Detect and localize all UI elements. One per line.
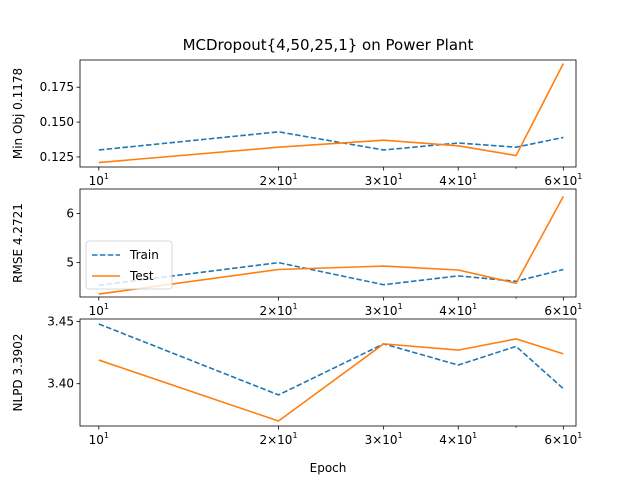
x-tick-label: 6×101: [544, 431, 582, 447]
x-tick-label: 2×101: [259, 431, 297, 447]
series-line-train: [98, 261, 564, 287]
x-tick-label: 101: [89, 172, 109, 188]
subplots: 101 2×101 3×101 4×101 6×101 0.125 0.150 0.175 Mi…: [11, 59, 582, 447]
x-tick-label-exponent: 1: [104, 302, 109, 311]
x-tick-label: 4×101: [439, 431, 477, 447]
y-tick-label: 6: [66, 207, 74, 221]
y-tick-label: 0.150: [40, 115, 74, 129]
chart-title: MCDropout{4,50,25,1} on Power Plant: [183, 36, 474, 54]
x-tick-label-exponent: 1: [292, 172, 297, 181]
x-tick-label-exponent: 1: [577, 172, 582, 181]
series-line-test: [98, 195, 565, 295]
x-tick-label-exponent: 1: [104, 172, 109, 181]
y-tick-label: 5: [66, 256, 74, 270]
series-line-test: [98, 338, 564, 422]
x-tick-label-exponent: 1: [398, 172, 403, 181]
y-tick-label: 3.45: [47, 314, 74, 328]
y-tick-label: 0.175: [40, 80, 74, 94]
x-tick-label: 4×101: [439, 172, 477, 188]
x-tick-label: 3×101: [365, 172, 403, 188]
series-line-train: [98, 131, 564, 151]
y-axis-label: NLPD 3.3902: [11, 334, 25, 412]
legend: Train Test: [85, 240, 173, 290]
x-tick-label-exponent: 1: [398, 431, 403, 440]
y-tick-label: 0.125: [40, 150, 74, 164]
x-tick-label: 2×101: [259, 172, 297, 188]
subplot-3: 101 2×101 3×101 4×101 6×101 3.40 3.45 NLPD 3.39…: [11, 314, 582, 447]
series-line-train: [98, 323, 564, 396]
legend-box: [85, 240, 173, 290]
y-axis-label: RMSE 4.2721: [11, 203, 25, 283]
x-tick-label: 2×101: [259, 302, 297, 318]
x-tick-label: 3×101: [365, 431, 403, 447]
x-tick-label-exponent: 1: [472, 172, 477, 181]
x-tick-label: 6×101: [544, 172, 582, 188]
legend-label-test: Test: [129, 269, 154, 283]
subplot-2: 101 2×101 3×101 4×101 6×101 5 6 RMSE 4.2721 Trai…: [11, 188, 582, 318]
x-tick-label-exponent: 1: [472, 431, 477, 440]
x-tick-label-exponent: 1: [104, 431, 109, 440]
x-tick-label: 3×101: [365, 302, 403, 318]
x-tick-label: 4×101: [439, 302, 477, 318]
x-tick-label-exponent: 1: [577, 431, 582, 440]
y-tick-label: 3.40: [47, 377, 74, 391]
y-axis-label: Min Obj 0.1178: [11, 68, 25, 159]
x-tick-label-exponent: 1: [292, 302, 297, 311]
axes-frame: [79, 59, 577, 168]
axes-frame: [79, 318, 577, 427]
x-tick-label: 6×101: [544, 302, 582, 318]
axes-frame: [79, 188, 577, 298]
subplot-1: 101 2×101 3×101 4×101 6×101 0.125 0.150 0.175 Mi…: [11, 59, 582, 188]
x-tick-label-exponent: 1: [577, 302, 582, 311]
legend-label-train: Train: [129, 248, 159, 262]
x-tick-label: 101: [89, 302, 109, 318]
series-line-test: [98, 63, 565, 164]
x-tick-label-exponent: 1: [472, 302, 477, 311]
x-axis-label: Epoch: [310, 461, 347, 475]
x-tick-label: 101: [89, 431, 109, 447]
x-tick-label-exponent: 1: [292, 431, 297, 440]
x-tick-label-exponent: 1: [398, 302, 403, 311]
